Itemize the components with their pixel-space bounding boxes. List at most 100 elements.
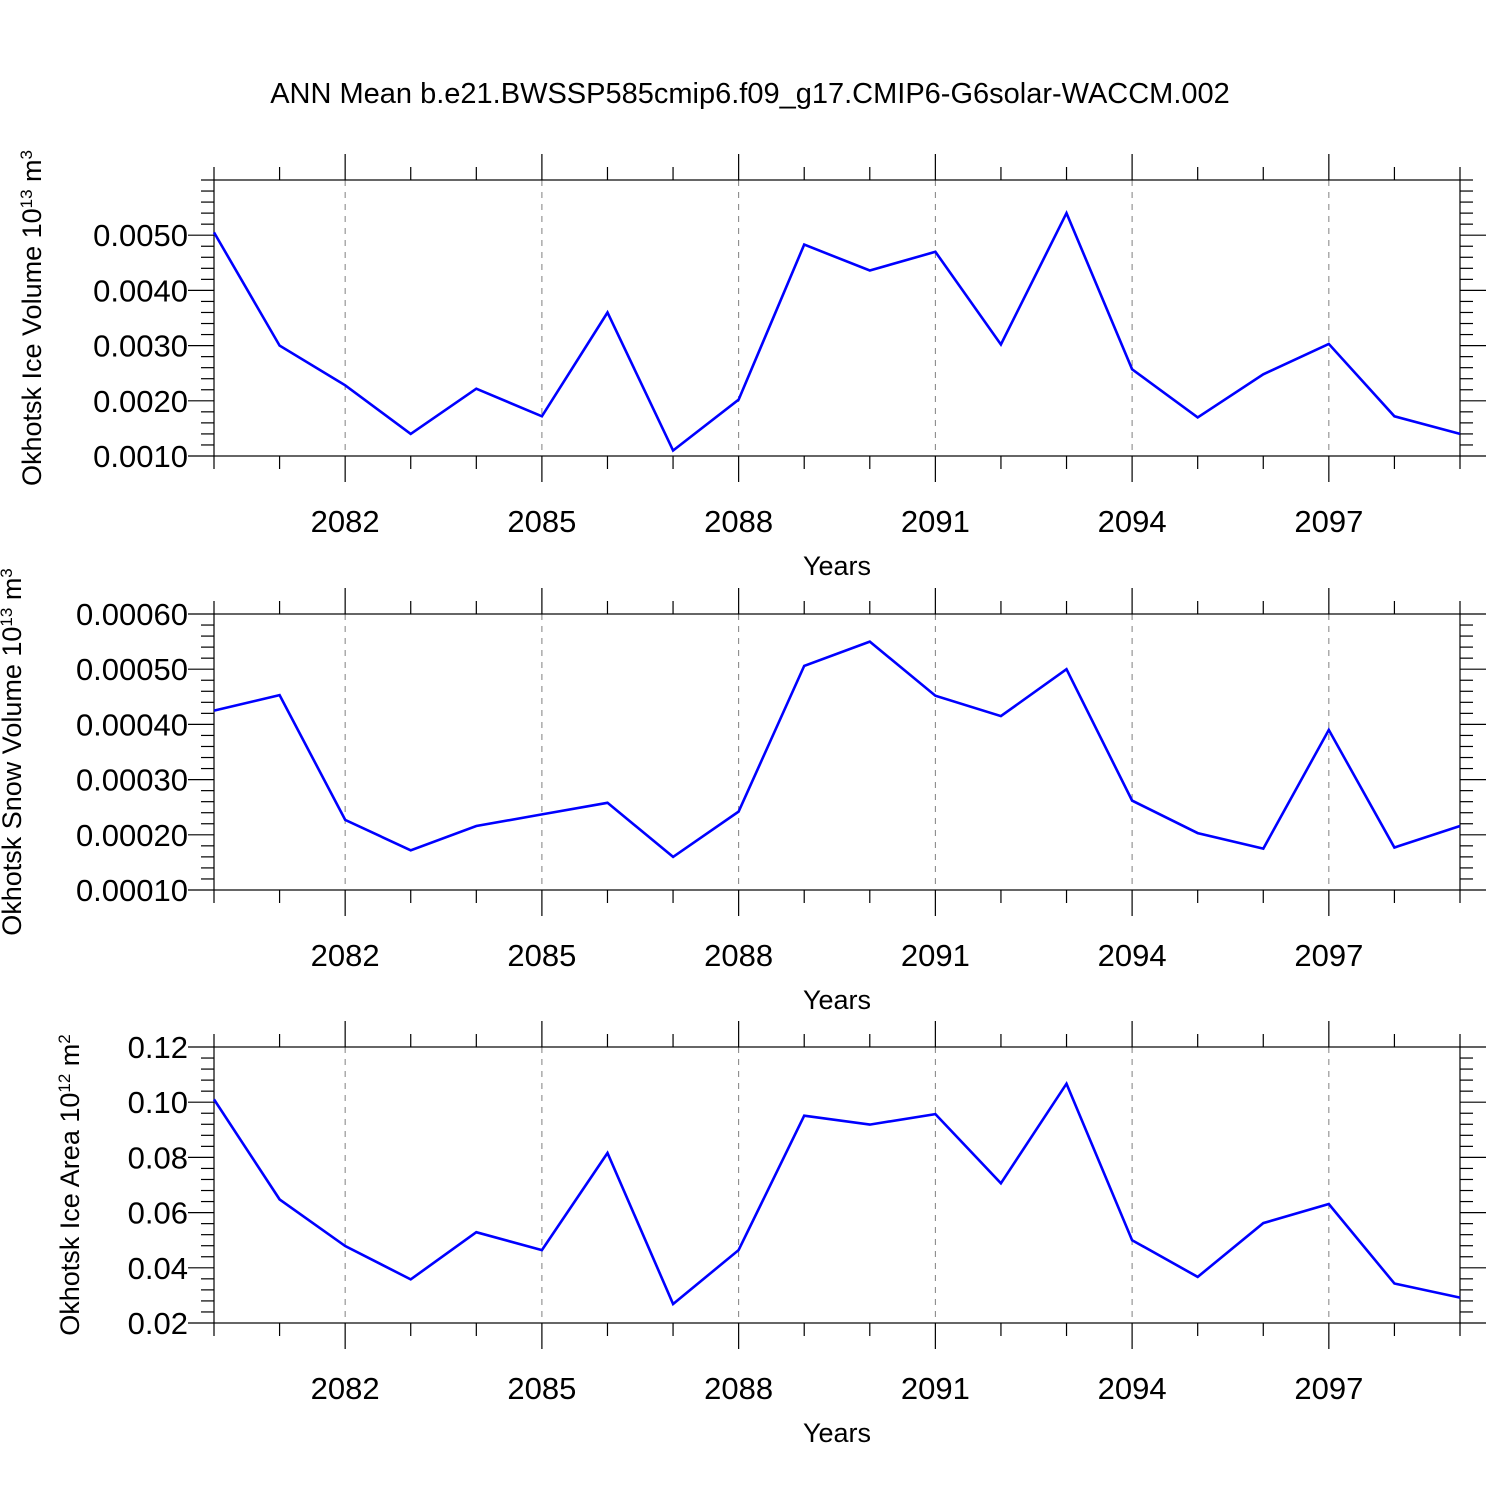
data-point [607, 312, 609, 314]
y-axis-label-superscript: 13 [17, 189, 36, 208]
x-tick-label: 2094 [1098, 504, 1167, 539]
y-axis-label: Okhotsk Ice Volume 1013 m3 [17, 150, 48, 486]
data-point [1066, 212, 1068, 214]
data-point [279, 1199, 281, 1201]
panel-2: 0.00010 0.00020 0.00030 0.00040 0.00050 0.000… [0, 568, 1486, 1015]
data-point [279, 345, 281, 347]
data-point [1262, 848, 1264, 850]
y-tick-label: 0.08 [128, 1140, 188, 1175]
data-point [279, 694, 281, 696]
data-point [410, 849, 412, 851]
y-axis-label-part: Okhotsk Ice Volume 10 [17, 208, 47, 486]
data-point [672, 450, 674, 452]
data-point [1131, 1239, 1133, 1241]
x-tick-label: 2091 [901, 1371, 970, 1406]
y-axis-label: Okhotsk Snow Volume 1013 m3 [0, 568, 27, 936]
x-tick-label: 2088 [704, 938, 773, 973]
data-point [1066, 668, 1068, 670]
x-tick-label: 2085 [507, 938, 576, 973]
data-point [541, 814, 543, 816]
y-tick-label: 0.04 [128, 1251, 188, 1286]
x-tick-label: 2088 [704, 1371, 773, 1406]
y-tick-label: 0.00020 [76, 818, 188, 853]
data-point [869, 1124, 871, 1126]
data-point [1197, 417, 1199, 419]
data-point [1459, 1297, 1461, 1299]
panel-1: 0.0010 0.0020 0.0030 0.0040 0.0050 2082 2085 20… [17, 150, 1486, 581]
data-point [1328, 729, 1330, 731]
y-tick-label: 0.0040 [93, 273, 188, 308]
data-point [344, 385, 346, 387]
y-axis-label-part: m [0, 578, 27, 608]
data-point [935, 695, 937, 697]
data-point [738, 399, 740, 401]
data-point [803, 665, 805, 667]
data-point [1262, 1222, 1264, 1224]
series-line [213, 640, 1461, 859]
data-point [1000, 344, 1002, 346]
y-tick-label: 0.02 [128, 1306, 188, 1341]
data-point [803, 244, 805, 246]
y-tick-label: 0.00050 [76, 652, 188, 687]
y-tick-label: 0.10 [128, 1085, 188, 1120]
data-point [869, 270, 871, 272]
data-point [935, 251, 937, 253]
x-tick-label: 2088 [704, 504, 773, 539]
data-point [738, 1249, 740, 1251]
x-tick-label: 2091 [901, 938, 970, 973]
data-point [607, 1152, 609, 1154]
data-point [803, 1115, 805, 1117]
data-point [476, 388, 478, 390]
data-point [1131, 369, 1133, 371]
data-point [1262, 374, 1264, 376]
data-point [1066, 1083, 1068, 1085]
data-point [1328, 343, 1330, 345]
data-point [1459, 433, 1461, 435]
data-point [1131, 800, 1133, 802]
data-point [1197, 832, 1199, 834]
y-axis-label-superscript: 12 [55, 1074, 74, 1093]
panel-3: 0.02 0.04 0.06 0.08 0.10 0.12 2082 2085 2088 2091… [55, 1021, 1486, 1448]
data-point [672, 1303, 674, 1305]
y-axis-label-superscript: 3 [17, 150, 36, 159]
x-tick-label: 2082 [311, 1371, 380, 1406]
data-point [213, 232, 215, 234]
data-point [213, 1099, 215, 1101]
data-point [476, 825, 478, 827]
y-axis-label: Okhotsk Ice Area 1012 m2 [55, 1034, 86, 1336]
data-point [869, 641, 871, 643]
x-tick-label: 2097 [1294, 1371, 1363, 1406]
y-axis-label-superscript: 2 [55, 1034, 74, 1043]
series-line [212, 209, 1461, 453]
plot-frame [213, 179, 1461, 457]
x-axis-label: Years [803, 985, 871, 1015]
x-tick-label: 2085 [507, 504, 576, 539]
x-axis-label: Years [803, 551, 871, 581]
y-tick-label: 0.0020 [93, 384, 188, 419]
data-point [672, 856, 674, 858]
y-axis-label-superscript: 13 [0, 608, 16, 627]
y-axis-label-part: m [17, 159, 47, 189]
data-point [1459, 825, 1461, 827]
x-tick-label: 2094 [1098, 938, 1167, 973]
y-tick-label: 0.00010 [76, 873, 188, 908]
data-point [1394, 415, 1396, 417]
y-tick-label: 0.0010 [93, 439, 188, 474]
plot-frame [213, 613, 1461, 891]
y-tick-label: 0.12 [128, 1030, 188, 1065]
data-point [935, 1113, 937, 1115]
data-point [344, 819, 346, 821]
data-point [410, 1279, 412, 1281]
x-tick-label: 2082 [311, 504, 380, 539]
data-point [1197, 1276, 1199, 1278]
y-tick-label: 0.06 [128, 1196, 188, 1231]
data-point [1328, 1203, 1330, 1205]
y-tick-label: 0.00060 [76, 597, 188, 632]
data-point [1000, 1183, 1002, 1185]
data-point [1394, 1283, 1396, 1285]
data-point [1394, 847, 1396, 849]
y-axis-label-part: m [55, 1044, 85, 1074]
series-line [212, 1080, 1461, 1307]
y-tick-label: 0.0030 [93, 329, 188, 364]
